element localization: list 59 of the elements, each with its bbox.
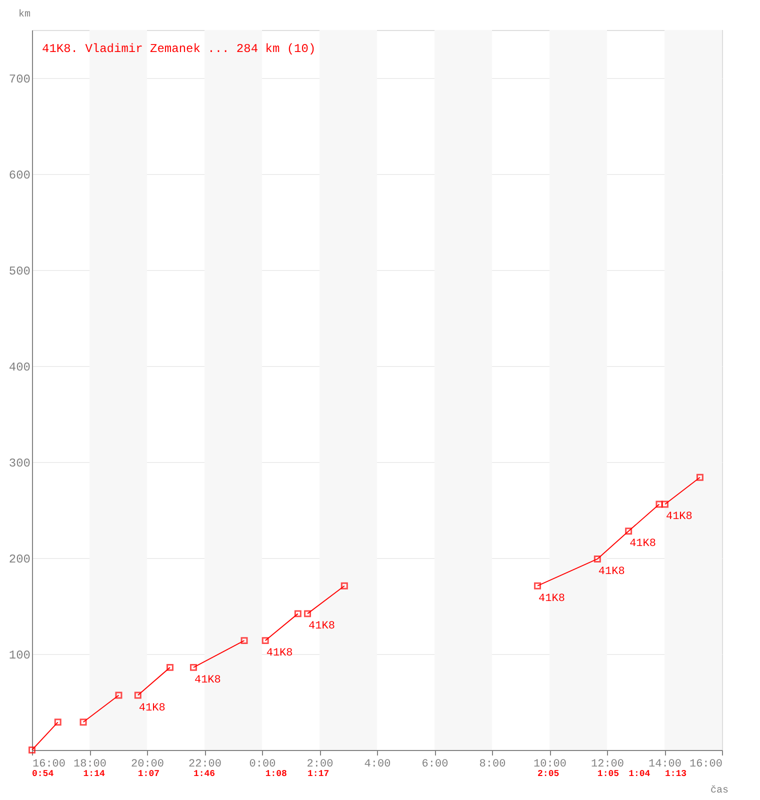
point <box>28 746 36 754</box>
y-tick-label: 300 <box>8 456 30 470</box>
point <box>340 582 348 590</box>
x-tick-label: 6:00 <box>422 758 448 770</box>
point <box>262 637 269 644</box>
annotation: 41K8 <box>630 538 656 550</box>
x-axis-title: čas <box>710 784 728 796</box>
annotation: 41K8 <box>138 702 166 714</box>
point <box>534 582 542 590</box>
text: 1:07 <box>138 769 160 779</box>
text: 1:46 <box>193 769 216 779</box>
annotation: 41K8 <box>308 620 335 633</box>
annotation: 41K8 <box>194 674 221 686</box>
x-tick-label: 16:00 <box>689 758 722 770</box>
point <box>190 664 197 671</box>
y-tick-label: 700 <box>8 72 30 86</box>
text: 0:54 <box>32 769 54 779</box>
annotation: 41K8 <box>666 511 692 524</box>
point <box>134 692 142 699</box>
y-tick-label: 200 <box>8 552 30 566</box>
point <box>240 637 248 644</box>
x-tick-label: 18:00 <box>73 758 107 770</box>
y-axis-title: km <box>18 8 31 20</box>
x-tick-label: 8:00 <box>479 758 506 770</box>
text: 1:08 <box>265 769 287 779</box>
x-tick-label: 20:00 <box>130 758 164 770</box>
x-tick-label: 4:00 <box>364 758 391 770</box>
x-tick-label: 2:00 <box>306 758 334 770</box>
point <box>115 692 122 699</box>
text: 41K8. Vladimir Zemanek ... 284 km (10) <box>42 42 316 56</box>
text: 1:04 <box>628 769 651 779</box>
point <box>166 664 174 671</box>
x-tick-label: 14:00 <box>648 758 682 770</box>
point <box>625 528 632 535</box>
text: 1:14 <box>83 769 106 779</box>
point <box>661 500 668 508</box>
x-tick-label: 12:00 <box>590 758 624 770</box>
point <box>294 610 302 618</box>
y-tick-label: 100 <box>8 648 30 662</box>
point <box>80 718 87 726</box>
annotation: 41K8 <box>538 592 565 605</box>
x-tick-label: 22:00 <box>188 758 222 770</box>
text: 1:13 <box>664 769 687 779</box>
annotation: 41K8 <box>598 566 625 578</box>
y-tick-label: 600 <box>8 168 30 182</box>
text: 1:17 <box>308 769 330 779</box>
y-tick-label: 500 <box>8 264 30 278</box>
annotation: 41K8 <box>266 648 293 660</box>
x-tick-label: 16:00 <box>32 758 66 770</box>
point <box>656 500 663 508</box>
text: 1:05 <box>597 769 620 779</box>
point <box>54 718 62 726</box>
y-tick-label: 400 <box>8 360 30 374</box>
x-tick-label: 0:00 <box>249 758 276 770</box>
point <box>304 610 312 618</box>
text: 2:05 <box>538 769 560 779</box>
point <box>594 555 601 562</box>
x-tick-label: 10:00 <box>533 758 567 770</box>
point <box>696 474 704 481</box>
